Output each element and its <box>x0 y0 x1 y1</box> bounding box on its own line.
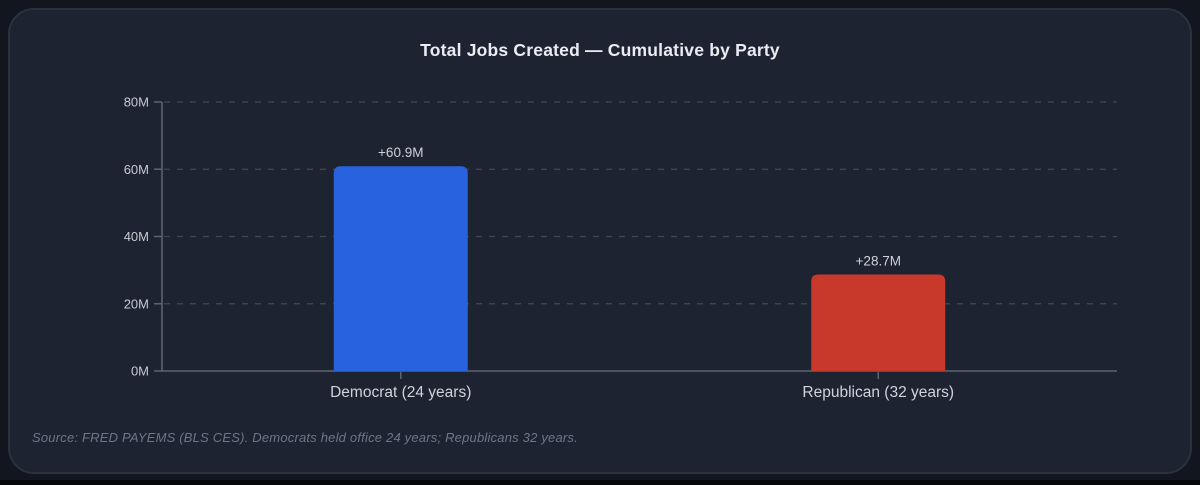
chart-card: Total Jobs Created — Cumulative by Party… <box>8 8 1192 474</box>
screen-bottom-edge <box>0 480 1200 485</box>
y-tick-label: 40M <box>124 229 149 244</box>
bar-democrat <box>333 166 468 371</box>
y-tick-label: 60M <box>124 162 149 177</box>
x-category-label: Democrat (24 years) <box>330 384 471 401</box>
source-note: Source: FRED PAYEMS (BLS CES). Democrats… <box>32 430 578 445</box>
bar-value-label: +60.9M <box>378 145 423 160</box>
bar-chart: 0M 20M 40M 60M 80M +60.9M Democrat (24 years) +… <box>124 95 1117 401</box>
y-tick-label: 80M <box>124 95 149 110</box>
x-category-label: Republican (32 years) <box>802 384 954 401</box>
y-tick-label: 20M <box>124 296 149 311</box>
bar-value-label: +28.7M <box>856 253 901 268</box>
bar-republican <box>811 274 946 371</box>
y-tick-label: 0M <box>131 364 149 379</box>
chart-title: Total Jobs Created — Cumulative by Party <box>420 40 780 60</box>
